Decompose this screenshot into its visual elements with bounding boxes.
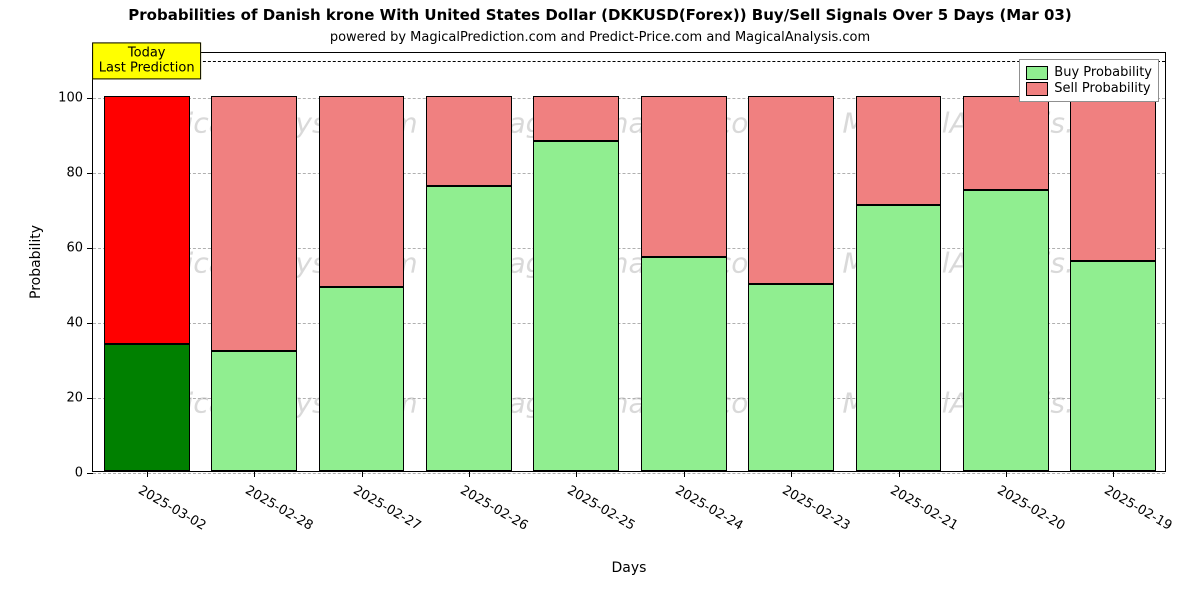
- bar-column: [748, 51, 834, 471]
- plot-area: MagicalAnalysis.comMagicalAnalysis.comMa…: [92, 52, 1166, 472]
- x-tick-mark: [791, 471, 792, 477]
- legend: Buy ProbabilitySell Probability: [1019, 59, 1159, 102]
- bar-column: [1070, 51, 1156, 471]
- bar-buy-segment: [104, 344, 190, 472]
- today-annotation: Today Last Prediction: [92, 42, 202, 79]
- legend-swatch: [1026, 82, 1048, 96]
- y-tick-label: 40: [66, 316, 93, 331]
- y-tick-label: 100: [58, 91, 93, 106]
- legend-swatch: [1026, 66, 1048, 80]
- x-tick-mark: [147, 471, 148, 477]
- x-tick-mark: [1006, 471, 1007, 477]
- x-tick-mark: [362, 471, 363, 477]
- bar-column: [963, 51, 1049, 471]
- bar-buy-segment: [533, 141, 619, 471]
- bar-column: [319, 51, 405, 471]
- x-tick-label: 2025-02-24: [672, 483, 745, 534]
- y-axis-label: Probability: [28, 225, 44, 299]
- bar-buy-segment: [1070, 261, 1156, 471]
- bar-sell-segment: [856, 96, 942, 205]
- x-tick-label: 2025-02-25: [565, 483, 638, 534]
- reference-line: [93, 61, 1165, 62]
- x-tick-mark: [469, 471, 470, 477]
- annotation-line2: Last Prediction: [99, 61, 195, 77]
- y-tick-label: 80: [66, 166, 93, 181]
- x-tick-label: 2025-02-19: [1102, 483, 1175, 534]
- bar-column: [211, 51, 297, 471]
- y-tick-label: 60: [66, 241, 93, 256]
- legend-label: Buy Probability: [1054, 65, 1152, 80]
- legend-item: Sell Probability: [1026, 81, 1152, 96]
- bar-sell-segment: [211, 96, 297, 351]
- bar-column: [104, 51, 190, 471]
- chart-title: Probabilities of Danish krone With Unite…: [0, 6, 1200, 24]
- bar-sell-segment: [748, 96, 834, 284]
- bar-sell-segment: [963, 96, 1049, 190]
- y-tick-label: 20: [66, 391, 93, 406]
- x-tick-label: 2025-02-26: [457, 483, 530, 534]
- bar-column: [641, 51, 727, 471]
- legend-item: Buy Probability: [1026, 65, 1152, 80]
- x-tick-mark: [899, 471, 900, 477]
- bar-buy-segment: [319, 287, 405, 471]
- legend-label: Sell Probability: [1054, 81, 1150, 96]
- bar-buy-segment: [641, 257, 727, 471]
- bar-buy-segment: [211, 351, 297, 471]
- x-tick-label: 2025-02-21: [887, 483, 960, 534]
- bar-column: [533, 51, 619, 471]
- x-tick-label: 2025-02-27: [350, 483, 423, 534]
- bar-sell-segment: [104, 96, 190, 344]
- x-tick-mark: [684, 471, 685, 477]
- bar-column: [426, 51, 512, 471]
- bar-buy-segment: [748, 284, 834, 472]
- x-tick-label: 2025-02-20: [994, 483, 1067, 534]
- bar-sell-segment: [641, 96, 727, 257]
- bar-buy-segment: [963, 190, 1049, 471]
- y-tick-label: 0: [75, 466, 93, 481]
- bar-sell-segment: [319, 96, 405, 287]
- x-tick-mark: [1113, 471, 1114, 477]
- x-axis-label: Days: [612, 560, 647, 576]
- bar-buy-segment: [856, 205, 942, 471]
- x-tick-mark: [576, 471, 577, 477]
- bar-sell-segment: [1070, 96, 1156, 261]
- bar-column: [856, 51, 942, 471]
- bar-sell-segment: [533, 96, 619, 141]
- bar-buy-segment: [426, 186, 512, 471]
- annotation-line1: Today: [99, 45, 195, 61]
- x-tick-label: 2025-03-02: [135, 483, 208, 534]
- x-tick-label: 2025-02-28: [243, 483, 316, 534]
- x-tick-mark: [254, 471, 255, 477]
- chart-figure: Probabilities of Danish krone With Unite…: [0, 0, 1200, 600]
- x-tick-label: 2025-02-23: [780, 483, 853, 534]
- bar-sell-segment: [426, 96, 512, 186]
- bar-group: [93, 53, 1165, 471]
